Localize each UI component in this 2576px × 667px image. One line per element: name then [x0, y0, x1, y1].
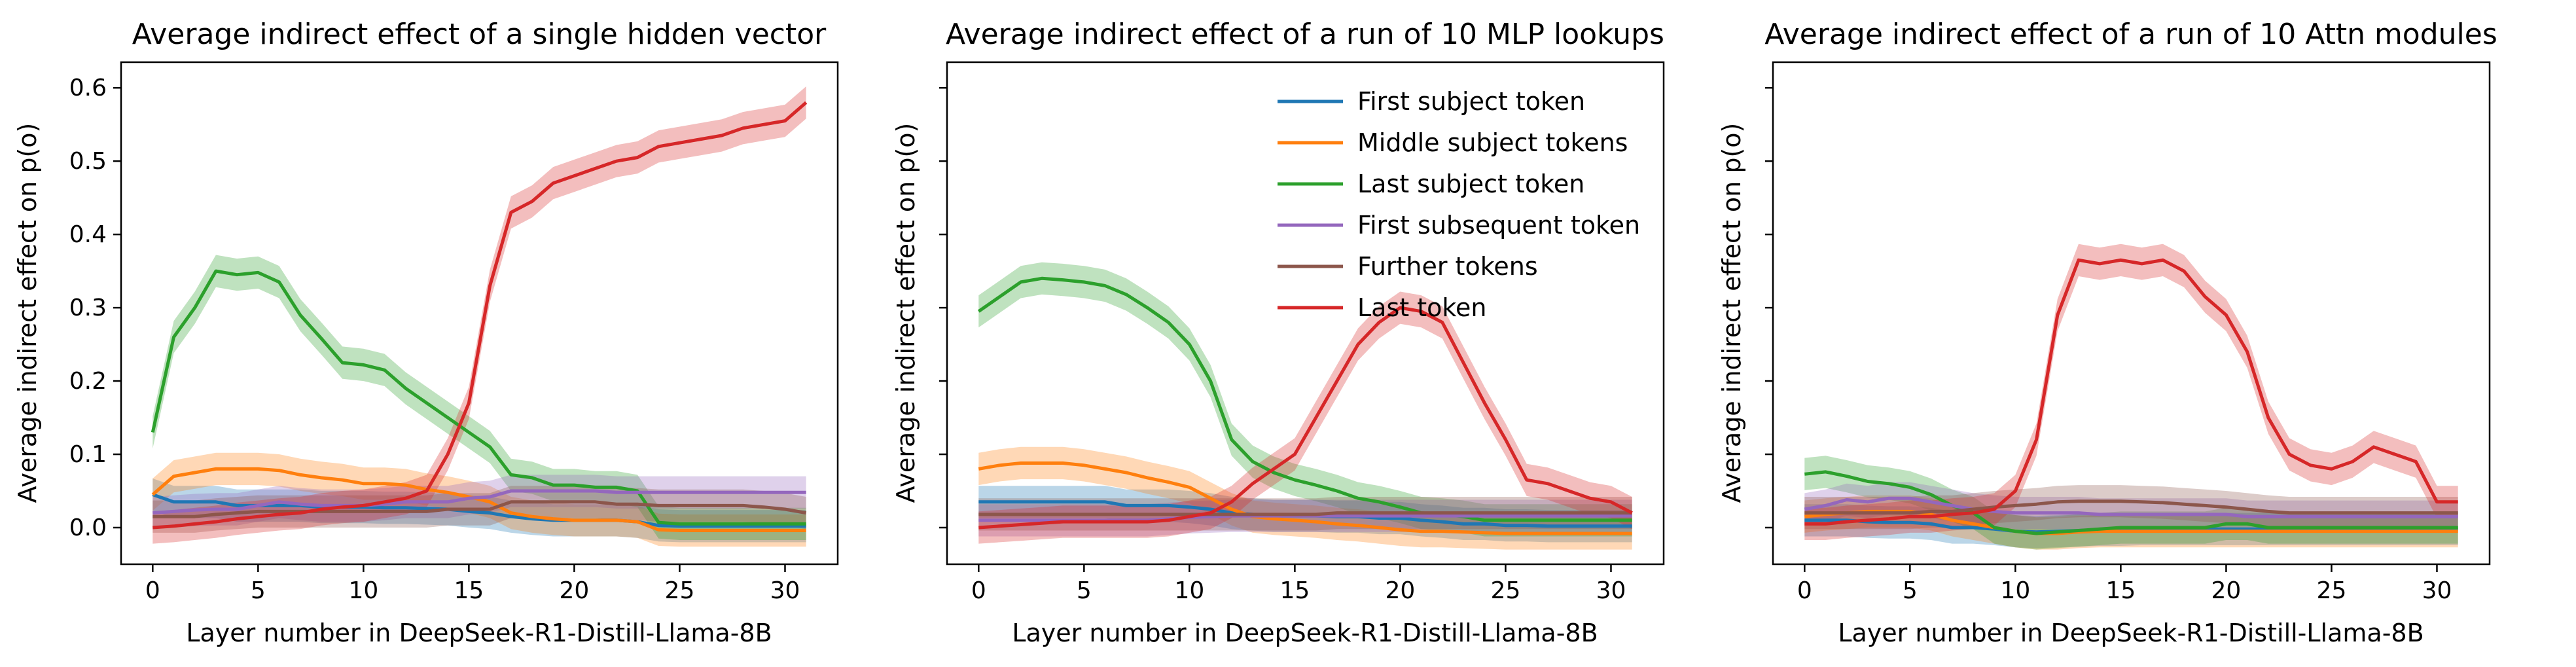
y-ticks: [939, 86, 947, 529]
series-line: [978, 306, 1633, 530]
series-lines: [1804, 258, 2458, 535]
y-axis-label: Average indirect effect on p(o): [13, 123, 42, 503]
x-axis-label: Layer number in DeepSeek-R1-Distill-Llam…: [1012, 619, 1598, 647]
legend-entry: Last subject token: [1278, 170, 1584, 198]
x-axis-label: Layer number in DeepSeek-R1-Distill-Llam…: [186, 619, 772, 647]
x-tick-label: 25: [1491, 577, 1521, 604]
confidence-band: [152, 86, 806, 544]
y-ticks: 0.0 0.1 0.2 0.3 0.4 0.5 0.6: [69, 75, 121, 541]
confidence-band: [152, 475, 806, 530]
x-tick-label: 5: [1077, 577, 1092, 604]
series-line: [151, 467, 806, 532]
y-tick-label: 0.1: [69, 441, 107, 468]
y-tick-label: 0.6: [69, 75, 107, 101]
x-tick-label: 20: [1386, 577, 1416, 604]
x-tick-label: 0: [971, 577, 986, 604]
x-tick-label: 10: [348, 577, 378, 604]
x-tick-label: 15: [2105, 577, 2136, 604]
legend-label: Middle subject tokens: [1357, 128, 1628, 157]
x-tick-label: 25: [2317, 577, 2347, 604]
panel-title: Average indirect effect of a single hidd…: [132, 18, 827, 51]
series-line: [1804, 258, 2458, 526]
confidence-band: [1804, 243, 2458, 540]
series-line: [978, 461, 1632, 535]
legend-label: Further tokens: [1357, 252, 1538, 281]
x-ticks: 0 5 10 15 20 25 30: [1797, 564, 2452, 604]
plot-frame: [946, 61, 1665, 566]
y-axis-label: Average indirect effect on p(o): [891, 123, 920, 503]
x-tick-label: 5: [251, 577, 266, 604]
confidence-band: [1804, 482, 2458, 533]
legend: First subject token Middle subject token…: [1278, 87, 1640, 322]
y-ticks: [1765, 86, 1773, 529]
x-tick-label: 20: [2211, 577, 2242, 604]
plot-frame: [120, 61, 839, 566]
series-line: [1804, 499, 2458, 515]
y-tick-label: 0.5: [69, 148, 107, 175]
panel-2: Average indirect effect of a run of 10 M…: [891, 18, 1665, 647]
legend-label: Last token: [1357, 293, 1487, 322]
legend-label: First subject token: [1357, 87, 1585, 116]
x-tick-label: 30: [1596, 577, 1626, 604]
panel-3: Average indirect effect of a run of 10 A…: [1717, 18, 2497, 647]
confidence-band: [152, 255, 806, 540]
y-axis-label: Average indirect effect on p(o): [1717, 123, 1746, 503]
x-tick-label: 0: [1797, 577, 1812, 604]
series-lines: [151, 101, 808, 532]
legend-entry: First subject token: [1278, 87, 1585, 116]
series-line: [152, 489, 806, 515]
legend-entry: Middle subject tokens: [1278, 128, 1628, 157]
x-tick-label: 15: [1279, 577, 1310, 604]
series-line: [152, 500, 807, 518]
x-tick-label: 0: [145, 577, 160, 604]
legend-entry: Last token: [1278, 293, 1487, 322]
legend-entry: Further tokens: [1278, 252, 1538, 281]
x-tick-label: 5: [1903, 577, 1918, 604]
y-tick-label: 0.2: [69, 368, 107, 395]
series-line: [977, 276, 1632, 522]
series-line: [978, 511, 1632, 516]
legend-label: First subsequent token: [1357, 211, 1640, 240]
x-axis-label: Layer number in DeepSeek-R1-Distill-Llam…: [1838, 619, 2424, 647]
confidence-band: [978, 291, 1632, 544]
plot-frame: [1772, 61, 2491, 566]
x-tick-label: 10: [2000, 577, 2030, 604]
x-tick-label: 30: [770, 577, 800, 604]
series-line: [1804, 496, 2458, 518]
y-tick-label: 0.3: [69, 295, 107, 321]
x-tick-label: 20: [560, 577, 590, 604]
confidence-band: [978, 499, 1632, 537]
x-tick-label: 15: [454, 577, 484, 604]
x-tick-label: 10: [1174, 577, 1204, 604]
panel-title: Average indirect effect of a run of 10 A…: [1764, 18, 2497, 51]
y-tick-label: 0.0: [69, 514, 107, 541]
legend-label: Last subject token: [1357, 170, 1584, 198]
panel-title: Average indirect effect of a run of 10 M…: [946, 18, 1664, 51]
panel-1: Average indirect effect of a single hidd…: [13, 18, 839, 647]
x-ticks: 0 5 10 15 20 25 30: [971, 564, 1626, 604]
x-tick-label: 25: [665, 577, 695, 604]
legend-entry: First subsequent token: [1278, 211, 1640, 240]
x-tick-label: 30: [2422, 577, 2452, 604]
series-line: [1804, 470, 2458, 535]
series-lines: [977, 276, 1633, 535]
y-tick-label: 0.4: [69, 221, 107, 248]
x-ticks: 0 5 10 15 20 25 30: [145, 564, 800, 604]
series-line: [152, 101, 808, 530]
series-line: [151, 269, 806, 526]
